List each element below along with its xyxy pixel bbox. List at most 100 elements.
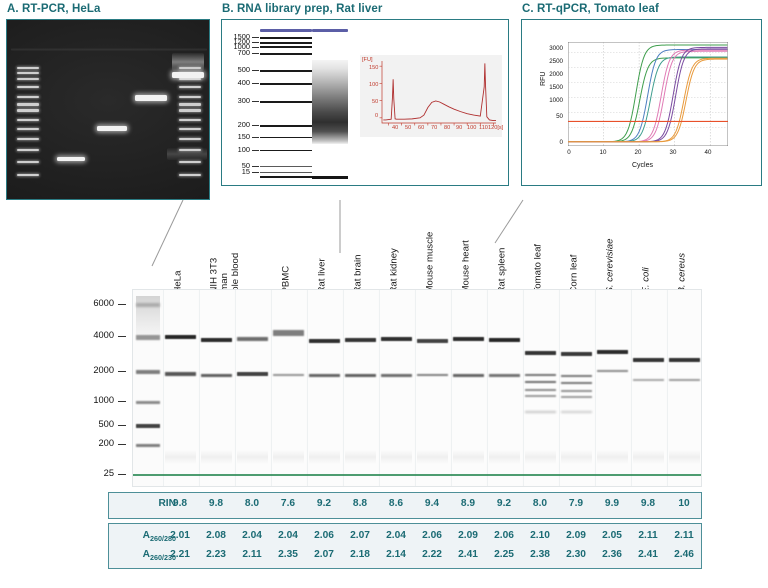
gel-band-lane12-2: [561, 381, 592, 385]
rin-value-10: 9.2: [496, 498, 512, 509]
gel-lane-12: [560, 290, 594, 486]
lower-marker-line: [133, 474, 701, 476]
rin-value-9: 8.9: [460, 498, 476, 509]
gel-lane-3: [236, 290, 270, 486]
ladder-band-1500: [260, 36, 312, 39]
sample-label-s-cerevisiae: S. cerevisiae: [604, 238, 616, 294]
panel-b-title: B. RNA library prep, Rat liver: [222, 3, 383, 15]
rin-value-5: 9.2: [316, 498, 332, 509]
qpcr-y-tick-0: 0: [559, 139, 563, 146]
gel-lane-9: [452, 290, 486, 486]
sample-label-rat-kidney: Rat kidney: [388, 248, 400, 294]
sample-label-rat-spleen: Rat spleen: [496, 247, 508, 294]
gel-band-lane7-1: [381, 373, 412, 377]
panel-a-frame: [6, 19, 210, 200]
gel-haze: [273, 450, 304, 464]
panel-a-title: A. RT-PCR, HeLa: [7, 3, 101, 15]
gel-band-lane4-0: [273, 330, 304, 336]
lane-separator: [415, 290, 416, 486]
gel-band-lane2-0: [201, 337, 232, 343]
qpcr-y-tick-3000: 3000: [549, 45, 563, 52]
gel-band-lane6-0: [345, 337, 376, 343]
ladder-band-150: [260, 136, 312, 139]
ladder-smear: [136, 296, 160, 344]
gel-wells: [11, 48, 207, 51]
a260-230-value-2: 2.23: [206, 549, 226, 560]
ladder-label-1200: 1200: [233, 37, 250, 46]
epgram-x-tick-100: 100: [467, 125, 477, 131]
ladder-dash-200: [252, 125, 259, 126]
gel-band-lane13-0: [597, 350, 628, 354]
gel-band-lane2-1: [201, 373, 232, 377]
gel-y-tick-1000: 1000: [93, 395, 114, 405]
lane-separator: [631, 290, 632, 486]
epgram-x-tick-120: 120[s]: [488, 125, 504, 131]
lane-separator: [523, 290, 524, 486]
gel-y-tick-2000: 2000: [93, 365, 114, 375]
gel-lane-7: [380, 290, 414, 486]
gel-haze: [633, 450, 664, 464]
gel-lane-10: [488, 290, 522, 486]
ladder-label-50: 50: [241, 161, 250, 170]
epgram-x-tick-40: 40: [392, 125, 399, 131]
gel-lane-11: [524, 290, 558, 486]
lane-cap-ladder: [260, 29, 312, 32]
a260-230-value-13: 2.36: [602, 549, 622, 560]
gel-lane-4: [272, 290, 306, 486]
epgram-x-tick-90: 90: [456, 125, 463, 131]
a260-230-row-label: A260/230: [142, 549, 176, 563]
sample-label-rat-brain: Rat brain: [352, 254, 364, 294]
a260-230-value-9: 2.41: [458, 549, 478, 560]
ladder-dash-100: [252, 150, 259, 151]
gel-band-lane11-5: [525, 411, 556, 413]
qpcr-y-tick-50: 50: [556, 113, 563, 120]
a260-280-value-4: 2.04: [278, 530, 298, 541]
rin-value-1: 9.8: [172, 498, 188, 509]
qpcr-y-tick-1500: 1500: [549, 84, 563, 91]
ladder-dash-1500: [252, 37, 259, 38]
a260-280-value-9: 2.09: [458, 530, 478, 541]
lane-separator: [559, 290, 560, 486]
lane-separator: [487, 290, 488, 486]
lane-separator: [271, 290, 272, 486]
gel-band-lane15-0: [669, 358, 700, 362]
a260-230-value-1: 2.21: [170, 549, 190, 560]
lane-separator: [451, 290, 452, 486]
ladder-band-1200: [260, 41, 312, 44]
epgram-x-tick-110: 110: [479, 125, 488, 131]
epgram-y-tick-50: 50: [372, 99, 379, 105]
ladder-label-300: 300: [237, 96, 250, 105]
ladder-label-200: 200: [237, 120, 250, 129]
gel-band-lane11-0: [525, 351, 556, 355]
rin-value-7: 8.6: [388, 498, 404, 509]
gel-band-lane7-0: [381, 336, 412, 342]
connector-panel-c: [494, 199, 524, 244]
ladder-band-50: [260, 165, 312, 167]
rin-value-8: 9.4: [424, 498, 440, 509]
gel-band-lane11-1: [525, 373, 556, 377]
epgram-x-tick-50: 50: [405, 125, 412, 131]
gel-band-lane6-1: [345, 373, 376, 377]
epgram-y-tick-0: 0: [375, 113, 379, 119]
qpcr-x-tick-30: 30: [669, 149, 677, 156]
rin-value-2: 9.8: [208, 498, 224, 509]
epgram-y-tick-100: 100: [369, 82, 379, 88]
ladder-band-2: [136, 370, 160, 374]
gel-band-lane9-0: [453, 336, 484, 342]
gel-band-lane14-1: [633, 378, 664, 382]
ladder-band-1: [136, 334, 160, 340]
rin-value-14: 9.8: [640, 498, 656, 509]
rin-value-15: 10: [678, 498, 690, 509]
gel-y-tickmark-25: [118, 474, 126, 476]
gel-band-lane4-1: [273, 373, 304, 377]
sample-label-b-cereus: B. cereus: [676, 252, 688, 294]
a260-230-value-15: 2.46: [674, 549, 694, 560]
a260-230-value-10: 2.25: [494, 549, 514, 560]
panel-c-title: C. RT-qPCR, Tomato leaf: [522, 3, 659, 15]
ladder-band-300: [260, 100, 312, 103]
gel-haze: [309, 450, 340, 464]
sample-label-corn-leaf: Corn leaf: [568, 254, 580, 294]
gel-band-lane11-2: [525, 380, 556, 384]
a260-280-value-15: 2.11: [674, 530, 694, 541]
a260-280-value-13: 2.05: [602, 530, 622, 541]
